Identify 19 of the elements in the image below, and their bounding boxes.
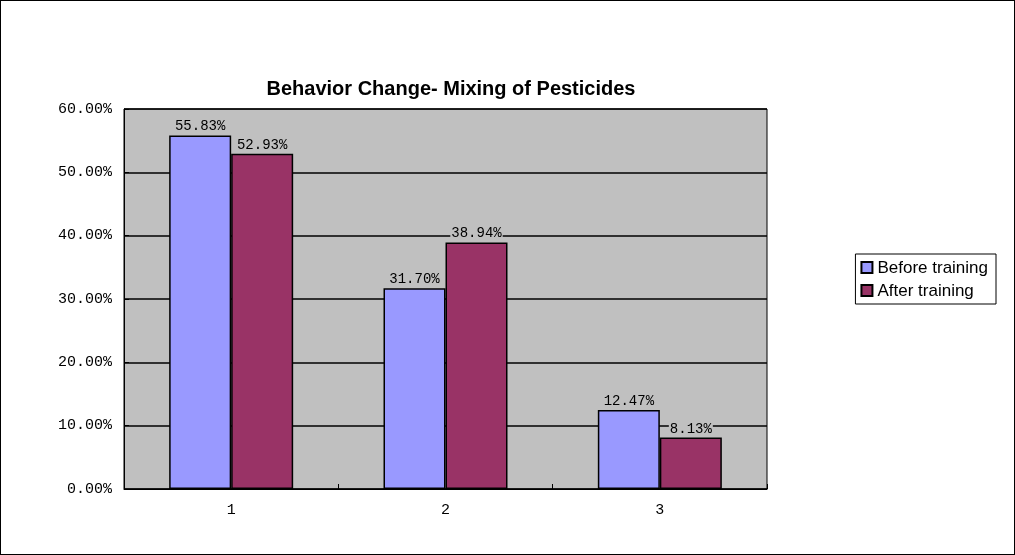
y-tick-label: 20.00% bbox=[57, 353, 113, 371]
chart-title: Behavior Change- Mixing of Pesticides bbox=[266, 77, 636, 99]
data-label: 52.93% bbox=[236, 136, 288, 153]
data-label: 38.94% bbox=[451, 225, 503, 242]
x-tick-label: 3 bbox=[655, 502, 665, 519]
y-tick-label: 10.00% bbox=[57, 417, 113, 435]
y-tick-label: 50.00% bbox=[57, 163, 113, 181]
y-tick-label: 30.00% bbox=[57, 290, 113, 308]
legend-label: After training bbox=[877, 281, 974, 300]
legend-label: Before training bbox=[877, 258, 989, 277]
data-label: 55.83% bbox=[174, 118, 226, 135]
data-label: 8.13% bbox=[669, 420, 713, 437]
data-label: 31.70% bbox=[389, 271, 441, 288]
y-tick-label: 40.00% bbox=[57, 227, 113, 245]
y-tick-label: 0.00% bbox=[66, 480, 113, 498]
data-label: 12.47% bbox=[603, 393, 655, 410]
x-tick-label: 2 bbox=[440, 502, 451, 519]
x-tick-label: 1 bbox=[226, 502, 236, 519]
y-tick-label: 60.00% bbox=[57, 100, 113, 118]
